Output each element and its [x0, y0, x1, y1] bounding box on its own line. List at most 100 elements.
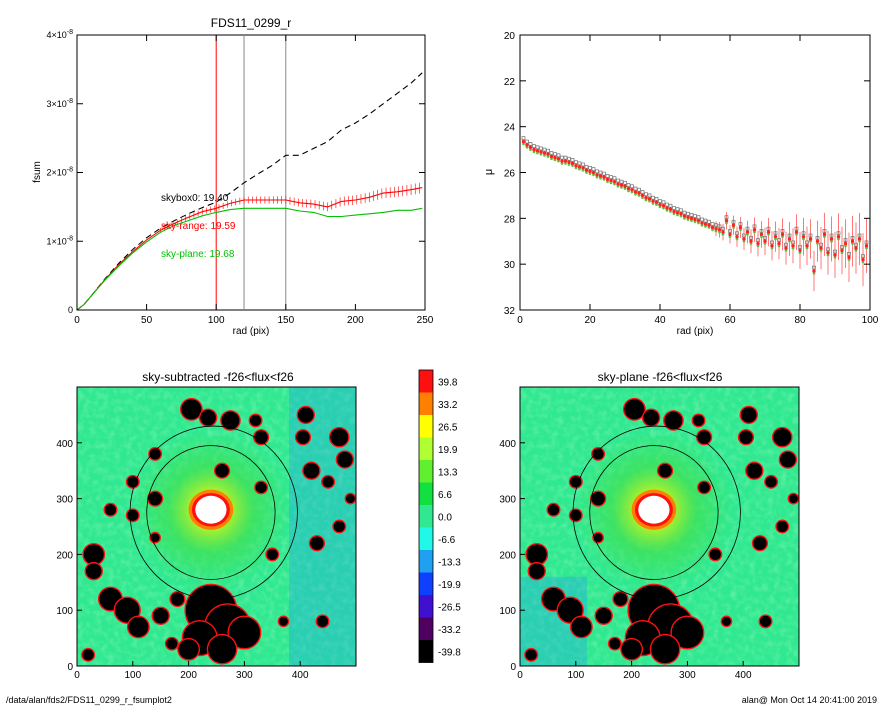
mu-point-gray: [546, 148, 550, 153]
mu-point-gray: [854, 242, 858, 247]
mask-blob: [215, 464, 229, 478]
img1-ticks: 0 100 200 300 400 0 100 200 300 400: [56, 439, 309, 681]
mu-point-red: [791, 244, 795, 248]
mask-blob: [697, 430, 711, 444]
mu-point-red: [742, 237, 746, 241]
mu-point-gray: [693, 214, 697, 218]
mu-point-green: [627, 189, 630, 193]
mu-point-gray: [563, 155, 568, 160]
colorbar-swatch: [419, 415, 433, 438]
mu-point-red: [728, 232, 732, 237]
mu-point-red: [591, 170, 596, 175]
colorbar-label: 0.0: [438, 512, 452, 523]
mu-point-green: [532, 150, 536, 154]
mu-point-green: [798, 251, 802, 255]
mu-point-green: [840, 251, 844, 255]
mu-point-gray: [787, 233, 792, 238]
colorbar-swatch: [419, 527, 433, 550]
mu-point-red: [710, 225, 715, 230]
mask-blob: [148, 491, 162, 506]
mu-point-gray: [843, 238, 848, 242]
mu-point-green: [672, 212, 676, 216]
mu-point-red: [721, 230, 725, 234]
mu-point-gray: [791, 240, 795, 245]
fsum-series-0: [76, 72, 423, 311]
image-sky-subtracted: [77, 387, 356, 666]
mu-point-red: [563, 159, 568, 163]
mu-point-green: [620, 185, 623, 189]
mu-point-green: [686, 218, 690, 221]
fsum-marks: [76, 35, 423, 311]
mu-point-gray: [812, 265, 816, 270]
fsum-series-1: [76, 187, 423, 311]
mask-blob: [85, 563, 102, 579]
mu-point-green: [847, 258, 851, 261]
colorbar-swatch: [419, 437, 433, 460]
colorbar-swatch: [419, 505, 433, 528]
mask-blob: [255, 481, 267, 494]
mu-point-red: [696, 218, 701, 223]
mu-point-red: [539, 150, 543, 154]
mask-blob: [345, 494, 355, 504]
mu-point-red: [773, 234, 778, 239]
mu-point-gray: [668, 203, 673, 208]
mask-blob: [709, 548, 721, 560]
mu-point-gray: [850, 235, 855, 240]
mu-point-gray: [836, 231, 841, 236]
mu-point-red: [567, 160, 571, 164]
mu-point-red: [640, 193, 645, 198]
mask-blob: [322, 476, 334, 488]
mu-point-green: [543, 153, 546, 157]
mask-blob: [114, 597, 140, 623]
mu-point-green: [735, 237, 739, 241]
mu-point-red: [546, 152, 550, 156]
mu-point-gray: [672, 206, 676, 210]
mu-point-gray: [654, 197, 659, 201]
mask-blob: [208, 635, 237, 664]
mask-blob: [664, 411, 683, 430]
aperture-ring-inner: [589, 445, 719, 580]
mu-point-red: [787, 237, 792, 241]
mu-point-red: [542, 151, 547, 155]
mu-point-red: [633, 190, 638, 194]
fsum-series-2: [76, 207, 423, 311]
mu-point-green: [693, 220, 697, 224]
fsum-y-ticks: 01×10-82×10-83×10-84×10-8: [46, 29, 425, 315]
mu-point-green: [851, 242, 854, 245]
mu-point-red: [682, 214, 687, 218]
mu-point-green: [805, 246, 809, 250]
mu-point-gray: [640, 190, 645, 194]
mu-point-green: [711, 228, 714, 232]
mu-point-gray: [759, 229, 764, 233]
mu-plot-frame: [519, 34, 871, 311]
mu-point-gray: [675, 207, 680, 212]
mu-point-red: [668, 207, 673, 211]
mask-blob: [592, 448, 604, 460]
y-tick-mantissa: 1×10: [46, 236, 66, 246]
mu-point-green: [760, 235, 763, 239]
colorbar-label: 33.2: [438, 400, 458, 411]
x-tick-label: 300: [236, 670, 253, 681]
mu-point-gray: [700, 217, 704, 222]
mu-point-green: [557, 159, 560, 163]
footer-file-path: /data/alan/fds2/FDS11_0299_r_fsumplot2: [6, 695, 172, 705]
galaxy-core: [188, 489, 234, 530]
mask-blob: [330, 428, 349, 447]
mu-point-green: [833, 255, 837, 259]
aperture-rings: [129, 425, 298, 600]
mu-point-green: [634, 192, 637, 196]
mask-blob: [721, 616, 731, 626]
mu-point-green: [644, 198, 648, 202]
mu-point-red: [801, 234, 806, 239]
mu-point-red: [815, 239, 820, 243]
image-sky-plane: [520, 387, 799, 666]
mu-point-gray: [679, 208, 683, 213]
mu-point-gray: [861, 254, 865, 258]
mu-point-red: [689, 216, 694, 221]
mu-point-red: [532, 147, 536, 152]
mu-point-red: [808, 237, 813, 241]
mu-point-gray: [710, 222, 715, 226]
mu-point-gray: [595, 169, 599, 174]
x-tick-label: 50: [141, 315, 153, 326]
mu-point-red: [703, 222, 708, 226]
